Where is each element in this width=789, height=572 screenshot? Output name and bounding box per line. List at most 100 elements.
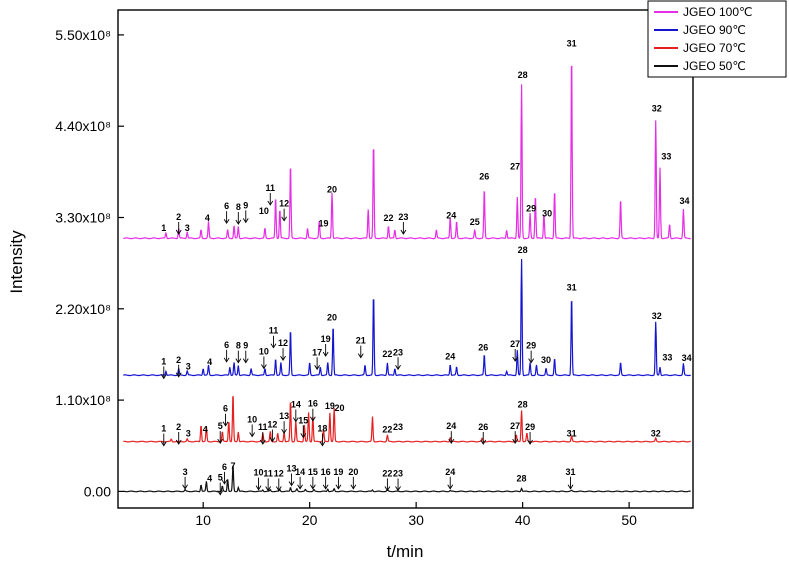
peak-arrow-head [281,216,287,222]
peak-label: 15 [298,415,308,425]
peak-label: 3 [185,223,190,233]
plot-frame [117,9,694,509]
peak-label: 7 [230,461,235,471]
peak-arrow-head [512,438,519,444]
y-axis-title: Intensity [7,230,26,294]
peak-label: 4 [207,357,212,367]
peak-arrow-head [260,364,267,370]
peak-label: 26 [478,342,488,352]
peak-arrow-head [221,479,228,485]
peak-label: 2 [176,212,181,222]
peak-label: 1 [161,356,166,366]
peak-label: 20 [348,467,358,477]
legend-label: JGEO 90℃ [683,23,746,37]
legend-label: JGEO 70℃ [683,41,746,55]
x-tick-label: 50 [621,512,637,528]
peak-arrow-head [175,229,182,235]
series-line [123,65,691,240]
peak-label: 20 [327,312,337,322]
peak-label: 4 [207,473,212,483]
peak-label: 30 [541,355,551,365]
peak-label: 27 [510,161,520,171]
peak-arrow-head [395,365,401,371]
peak-arrow-head [249,432,256,438]
peak-arrow-head [217,490,224,496]
peak-arrow-head [297,484,303,490]
peak-label: 23 [398,212,408,222]
peak-arrow-head [175,372,182,378]
peak-label: 31 [567,39,577,49]
peak-label: 27 [510,421,520,431]
peak-label: 19 [319,219,329,229]
peak-label: 19 [325,401,335,411]
peak-label: 11 [266,183,276,193]
peak-arrow-head [292,417,299,423]
peak-label: 29 [526,204,536,214]
peak-label: 11 [258,422,268,432]
peak-label: 23 [393,347,403,357]
peak-label: 31 [567,283,577,293]
peak-label: 30 [542,209,552,219]
peak-arrow-head [512,356,519,362]
peak-label: 28 [518,400,528,410]
axes-group: 10 20 30 40 50 0.00 1.10x10⁸ 2.20x10⁸ 3.30x10⁸ 4.… [55,27,637,528]
peak-label: 14 [291,400,301,410]
y-tick-label: 4.40x10⁸ [55,118,111,134]
peak-label: 21 [356,336,366,346]
peak-arrow-head [384,486,391,492]
peak-arrow-head [223,218,230,225]
peak-label: 11 [269,326,279,336]
peak-label: 9 [243,341,248,351]
peak-arrow-head [270,343,277,349]
peak-label: 29 [526,341,536,351]
peak-arrow-head [322,484,329,490]
peak-arrow-head [447,484,454,490]
peak-label: 8 [236,341,241,351]
peak-label: 22 [383,213,393,223]
peak-arrow-head [288,481,295,487]
peak-label: 28 [517,473,527,483]
peak-label: 12 [278,338,288,348]
peak-label: 24 [446,421,456,431]
peak-label: 11 [263,468,273,478]
peak-arrow-head [160,441,167,447]
peak-label: 19 [321,334,331,344]
peak-label: 31 [567,429,577,439]
peak-label: 6 [223,404,228,414]
peak-label: 10 [247,415,257,425]
series-line [123,258,691,377]
x-tick-label: 20 [302,512,318,528]
peak-label: 22 [382,424,392,434]
peak-label: 32 [652,103,662,113]
peak-arrow-head [160,374,167,380]
peak-label: 20 [334,403,344,413]
peak-label: 31 [566,467,576,477]
peak-label: 10 [259,346,269,356]
peak-label: 26 [478,422,488,432]
series-line [123,396,691,443]
peak-label: 26 [479,171,489,181]
peak-label: 12 [274,468,284,478]
peak-label: 2 [176,355,181,365]
peak-arrow-head [175,439,182,445]
peak-label: 23 [393,422,403,432]
peak-label: 13 [287,463,297,473]
peak-label: 19 [333,467,343,477]
peak-arrow-head [527,439,533,445]
peak-label: 23 [393,468,403,478]
legend: JGEO 100℃ JGEO 90℃ JGEO 70℃ JGEO 50℃ [647,0,787,78]
peak-arrow-head [319,441,326,447]
peak-arrow-head [309,484,316,490]
y-tick-label: 5.50x10⁸ [55,27,111,43]
peak-arrow-head [269,437,276,443]
peak-label: 29 [525,422,535,432]
legend-box [647,0,787,78]
y-tick-label: 2.20x10⁸ [55,301,111,317]
peak-arrow-head [222,421,229,427]
peak-label: 4 [205,213,210,223]
peak-arrow-head [242,218,249,224]
peak-arrow-head [480,439,487,445]
peak-arrow-head [300,433,307,439]
peak-label: 3 [186,429,191,439]
